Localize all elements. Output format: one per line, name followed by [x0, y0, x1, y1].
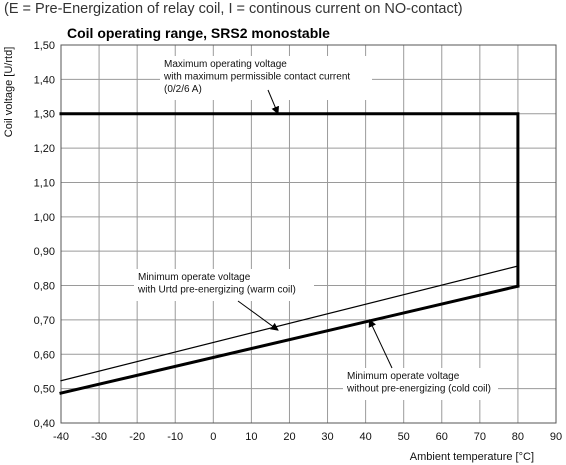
x-tick-label: 40 [359, 431, 371, 443]
y-tick-label: 1,40 [34, 74, 55, 86]
annotation-text: Minimum operate voltage [138, 272, 251, 283]
chart-title: Coil operating range, SRS2 monostable [67, 25, 330, 41]
annotation-text: with maximum permissible contact current [163, 72, 350, 83]
x-tick-label: 60 [436, 431, 448, 443]
min-operate-voltage-cold-line [59, 284, 520, 395]
cold-coil-annotation: Minimum operate voltage without pre-energ… [343, 318, 498, 400]
annotation-text: without pre-energizing (cold coil) [346, 384, 491, 395]
y-tick-label: 0,50 [34, 384, 55, 396]
y-tick-label: 0,90 [34, 246, 55, 258]
annotation-text: Maximum operating voltage [164, 59, 287, 70]
max-voltage-annotation: Maximum operating voltage with maximum pe… [160, 56, 372, 115]
y-tick-label: 0,80 [34, 281, 55, 293]
annotation-box [343, 368, 498, 400]
annotation-text: (0/2/6 A) [164, 84, 202, 95]
x-tick-label: 20 [283, 431, 295, 443]
warm-coil-annotation: Minimum operate voltage with Urtd pre-ene… [134, 269, 314, 331]
x-tick-label: -30 [91, 431, 107, 443]
annotation-arrow [267, 89, 279, 115]
y-tick-label: 1,50 [34, 40, 55, 52]
annotation-text: with Urtd pre-energizing (warm coil) [137, 285, 296, 296]
y-tick-label: 1,10 [34, 177, 55, 189]
y-tick-label: 1,00 [34, 212, 55, 224]
y-tick-label: 0,60 [34, 349, 55, 361]
x-tick-label: 0 [210, 431, 216, 443]
plot-frame [60, 44, 557, 424]
x-tick-label: 50 [398, 431, 410, 443]
annotation-text: Minimum operate voltage [347, 371, 460, 382]
y-tick-label: 0,70 [34, 315, 55, 327]
x-tick-label: -10 [167, 431, 183, 443]
x-tick-label: 30 [321, 431, 333, 443]
max-operating-voltage-line [59, 112, 520, 287]
annotation-arrow [368, 318, 393, 369]
x-tick-label: 10 [245, 431, 257, 443]
y-tick-label: 1,20 [34, 143, 55, 155]
y-tick-label: 1,30 [34, 109, 55, 121]
x-axis-label: Ambient temperature [°C] [410, 451, 534, 463]
x-tick-label: 80 [512, 431, 524, 443]
figure-caption: (E = Pre-Energization of relay coil, I =… [4, 1, 463, 17]
annotation-box [160, 56, 372, 100]
annotation-box [134, 269, 314, 301]
x-tick-label: 90 [550, 431, 562, 443]
min-operate-voltage-warm-line [60, 265, 519, 382]
annotation-arrow [237, 300, 279, 331]
x-tick-label: 70 [474, 431, 486, 443]
x-tick-label: -20 [129, 431, 145, 443]
y-axis-label: Coil voltage [U/rtd] [3, 47, 15, 137]
y-tick-label: 0,40 [34, 418, 55, 430]
x-tick-label: -40 [53, 431, 69, 443]
